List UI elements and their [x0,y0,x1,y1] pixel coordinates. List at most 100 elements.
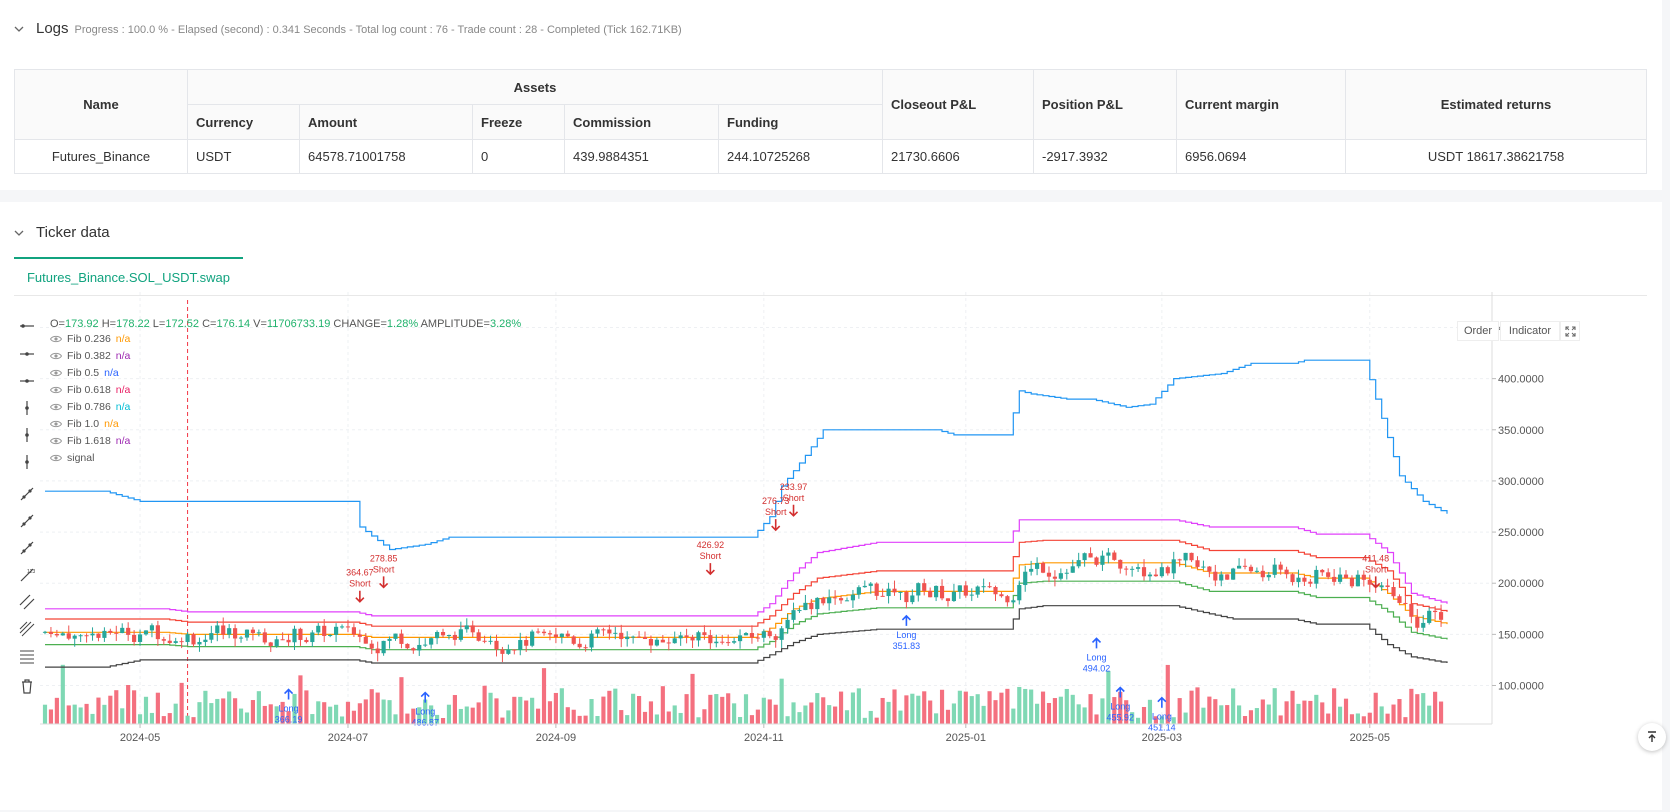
candle-body [494,640,499,650]
volume-bar [1207,696,1212,724]
legend-name: Fib 0.5 [67,367,100,379]
short-arrow-icon [379,576,389,589]
chevron-down-icon[interactable] [14,228,24,238]
long-arrow-icon [901,614,911,626]
candle-body [809,602,814,610]
candle-body [227,628,232,635]
fib-retracement-icon[interactable] [19,648,35,664]
candle-body [1314,569,1319,584]
horizontal-line-icon[interactable] [19,346,35,362]
candle-body [334,626,339,635]
tab-sol-usdt-swap[interactable]: Futures_Binance.SOL_USDT.swap [14,257,243,295]
eye-icon[interactable] [50,386,62,394]
horizontal-ray-icon[interactable] [19,318,35,334]
candle-body [987,586,992,588]
candle-body [161,639,166,641]
candle-body [250,629,256,633]
volume-bar [339,716,345,724]
candle-body [155,625,160,640]
parallel-channel-icon[interactable] [19,594,35,610]
legend-fib-0-5[interactable]: Fib 0.5 n/a [50,367,119,379]
header-commission: Commission [564,104,719,140]
ticker-title: Ticker data [36,224,110,241]
volume-bar [268,704,273,724]
candle-body [215,625,220,634]
header-freeze: Freeze [472,104,565,140]
legend-fib-1-618[interactable]: Fib 1.618 n/a [50,435,130,447]
candle-body [233,628,238,639]
volume-bar [1409,688,1414,724]
candle-body [114,632,119,634]
eye-icon[interactable] [50,454,62,462]
candle-body [42,631,48,633]
candle-body [435,631,440,639]
volume-bar [672,705,677,724]
vertical-line-icon[interactable] [19,400,35,416]
segment-icon[interactable] [19,540,35,556]
candle-body [833,597,838,599]
legend-fib-0-618[interactable]: Fib 0.618 n/a [50,384,130,396]
candle-body [666,642,671,644]
volume-bar [132,690,137,724]
eye-icon[interactable] [50,335,62,343]
logs-header[interactable]: Logs Progress : 100.0 % - Elapsed (secon… [14,20,682,37]
volume-bar [1290,690,1295,724]
scroll-to-top-button[interactable] [1638,723,1666,751]
candle-body [476,632,481,641]
candle-body [1147,574,1153,577]
vertical-segment-icon[interactable] [19,427,35,443]
volume-bar [423,699,428,724]
volume-bar [916,695,921,724]
legend-signal[interactable]: signal [50,452,94,464]
volume-bar [957,690,962,724]
volume-bar [149,712,155,724]
vertical-ray-icon[interactable] [19,454,35,470]
ray-line-icon[interactable] [19,513,35,529]
candle-body [66,633,71,639]
candle-body [1058,573,1063,579]
signal-price: 278.85 [370,553,398,563]
horizontal-segment-icon[interactable] [19,373,35,389]
ticker-header[interactable]: Ticker data [14,224,110,241]
candle-body [856,587,861,595]
legend-fib-0-236[interactable]: Fib 0.236 n/a [50,333,130,345]
volume-bars [42,664,1444,724]
legend-fib-1-0[interactable]: Fib 1.0 n/a [50,418,119,430]
volume-bar [1100,698,1105,724]
trash-icon[interactable] [19,678,35,694]
legend-fib-0-786[interactable]: Fib 0.786 n/a [50,401,130,413]
candle-body [1367,579,1372,585]
volume-bar [1349,714,1355,724]
legend-fib-0-382[interactable]: Fib 0.382 n/a [50,350,130,362]
candle-body [1438,612,1444,620]
candle-body [262,632,267,643]
order-button[interactable]: Order [1457,321,1499,341]
eye-icon[interactable] [50,369,62,377]
volume-bar [488,692,493,724]
legend-value: n/a [104,418,119,430]
eye-icon[interactable] [50,437,62,445]
candle-body [96,633,101,638]
candle-body [904,591,909,603]
fullscreen-button[interactable] [1560,321,1580,341]
pitchfork-icon[interactable] [19,621,35,637]
volume-bar [78,707,83,724]
eye-icon[interactable] [50,403,62,411]
signal-label: Short [783,493,805,503]
trend-line-icon[interactable] [19,486,35,502]
volume-bar [939,689,945,724]
ohlc-amplitude: 3.28% [489,318,522,330]
eye-icon[interactable] [50,352,62,360]
volume-bar [773,704,778,724]
volume-bar [96,697,101,724]
price-label-icon[interactable]: 123 [19,567,35,583]
indicator-button[interactable]: Indicator [1500,321,1560,341]
volume-bar [1403,717,1408,724]
chevron-down-icon[interactable] [14,24,24,34]
candle-body [714,641,719,644]
eye-icon[interactable] [50,420,62,428]
header-currency: Currency [187,104,300,140]
